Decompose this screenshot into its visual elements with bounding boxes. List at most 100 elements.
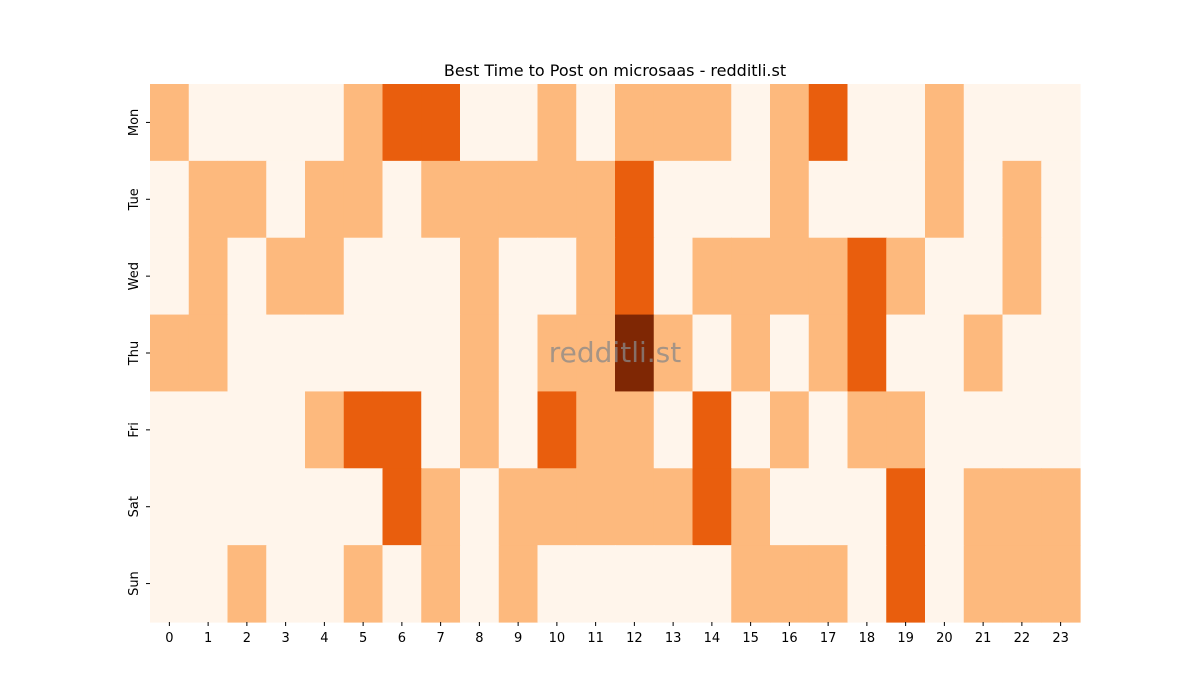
heatmap-cell-fri-18 bbox=[847, 391, 887, 469]
x-tick-label: 19 bbox=[897, 631, 914, 646]
heatmap-cell-wed-4 bbox=[305, 237, 345, 316]
heatmap-cell-sat-13 bbox=[653, 468, 694, 546]
x-tick-label: 3 bbox=[281, 631, 289, 646]
heatmap-cell-fri-10 bbox=[537, 391, 577, 469]
heatmap-cell-tue-11 bbox=[576, 160, 616, 239]
heatmap-cell-tue-9 bbox=[498, 160, 539, 239]
heatmap-cell-wed-7 bbox=[421, 237, 461, 316]
heatmap-cell-sun-8 bbox=[460, 545, 500, 623]
heatmap-cell-thu-9 bbox=[498, 314, 539, 393]
heatmap-cell-thu-1 bbox=[188, 314, 229, 393]
heatmap-cell-tue-6 bbox=[382, 160, 422, 239]
heatmap-cell-sat-12 bbox=[615, 468, 655, 546]
heatmap-cell-mon-7 bbox=[421, 84, 461, 162]
heatmap-cell-tue-8 bbox=[460, 160, 500, 239]
heatmap-cell-fri-7 bbox=[421, 391, 461, 469]
heatmap-cell-sun-23 bbox=[1041, 545, 1081, 623]
x-tick-label: 11 bbox=[587, 631, 604, 646]
heatmap-cell-fri-1 bbox=[188, 391, 229, 469]
heatmap-cell-wed-23 bbox=[1041, 237, 1081, 316]
heatmap-cell-tue-14 bbox=[692, 160, 732, 239]
heatmap-cell-sun-14 bbox=[692, 545, 732, 623]
heatmap-cell-fri-5 bbox=[343, 391, 384, 469]
heatmap-cell-wed-2 bbox=[227, 237, 267, 316]
heatmap-cell-sat-15 bbox=[731, 468, 771, 546]
heatmap-cell-mon-8 bbox=[460, 84, 500, 162]
heatmap-cell-sat-8 bbox=[460, 468, 500, 546]
heatmap-cell-sat-4 bbox=[305, 468, 345, 546]
heatmap-cell-fri-20 bbox=[925, 391, 965, 469]
heatmap-cell-sun-17 bbox=[808, 545, 849, 623]
heatmap-cell-sat-21 bbox=[963, 468, 1004, 546]
heatmap-cell-thu-7 bbox=[421, 314, 461, 393]
heatmap-cell-sat-1 bbox=[188, 468, 229, 546]
heatmap-cell-thu-19 bbox=[886, 314, 926, 393]
x-tick-label: 14 bbox=[704, 631, 721, 646]
heatmap-cell-fri-22 bbox=[1002, 391, 1042, 469]
heatmap-cell-thu-8 bbox=[460, 314, 500, 393]
x-tick-label: 15 bbox=[742, 631, 759, 646]
heatmap-cell-thu-5 bbox=[343, 314, 384, 393]
heatmap-cell-sun-20 bbox=[925, 545, 965, 623]
heatmap-cell-fri-19 bbox=[886, 391, 926, 469]
y-tick-label: Tue bbox=[127, 188, 142, 211]
heatmap-cell-wed-15 bbox=[731, 237, 771, 316]
heatmap-cell-sun-13 bbox=[653, 545, 694, 623]
heatmap-cell-sat-20 bbox=[925, 468, 965, 546]
x-tick-label: 12 bbox=[626, 631, 643, 646]
chart-title: Best Time to Post on microsaas - redditl… bbox=[444, 61, 786, 80]
heatmap-cell-thu-16 bbox=[770, 314, 810, 393]
heatmap-cell-sat-19 bbox=[886, 468, 926, 546]
heatmap-cell-tue-17 bbox=[808, 160, 849, 239]
x-tick-label: 1 bbox=[204, 631, 212, 646]
y-axis: Mon Tue Wed Thu Fri Sat Sun bbox=[127, 109, 150, 596]
heatmap-cell-sat-10 bbox=[537, 468, 577, 546]
heatmap-cell-fri-8 bbox=[460, 391, 500, 469]
heatmap-cell-tue-16 bbox=[770, 160, 810, 239]
y-tick-label: Sat bbox=[127, 496, 142, 517]
heatmap-cell-sun-15 bbox=[731, 545, 771, 623]
heatmap-cell-mon-21 bbox=[963, 84, 1004, 162]
heatmap-cell-tue-15 bbox=[731, 160, 771, 239]
heatmap-cell-mon-3 bbox=[266, 84, 306, 162]
heatmap-cell-sat-23 bbox=[1041, 468, 1081, 546]
heatmap-cell-fri-0 bbox=[150, 391, 190, 469]
heatmap-cell-sat-5 bbox=[343, 468, 384, 546]
x-tick-label: 2 bbox=[243, 631, 251, 646]
heatmap-cell-tue-13 bbox=[653, 160, 694, 239]
heatmap-cell-thu-23 bbox=[1041, 314, 1081, 393]
heatmap-cell-tue-21 bbox=[963, 160, 1004, 239]
heatmap-cell-fri-23 bbox=[1041, 391, 1081, 469]
heatmap-cell-mon-6 bbox=[382, 84, 422, 162]
heatmap-cell-sun-3 bbox=[266, 545, 306, 623]
heatmap-cell-wed-9 bbox=[498, 237, 539, 316]
heatmap-cell-sun-4 bbox=[305, 545, 345, 623]
heatmap-cell-sat-18 bbox=[847, 468, 887, 546]
heatmap-cell-sat-0 bbox=[150, 468, 190, 546]
heatmap-cell-fri-2 bbox=[227, 391, 267, 469]
x-tick-label: 17 bbox=[820, 631, 837, 646]
heatmap-cell-mon-5 bbox=[343, 84, 384, 162]
heatmap-cell-fri-15 bbox=[731, 391, 771, 469]
x-tick-label: 9 bbox=[514, 631, 522, 646]
heatmap-cell-sat-16 bbox=[770, 468, 810, 546]
heatmap-cell-thu-22 bbox=[1002, 314, 1042, 393]
heatmap-cell-tue-4 bbox=[305, 160, 345, 239]
heatmap-cell-wed-16 bbox=[770, 237, 810, 316]
heatmap-cell-thu-2 bbox=[227, 314, 267, 393]
heatmap-cell-wed-19 bbox=[886, 237, 926, 316]
heatmap-cell-wed-20 bbox=[925, 237, 965, 316]
heatmap-cell-sat-3 bbox=[266, 468, 306, 546]
x-tick-label: 6 bbox=[398, 631, 406, 646]
heatmap-cell-thu-11 bbox=[576, 314, 616, 393]
heatmap-cell-tue-0 bbox=[150, 160, 190, 239]
heatmap-cell-fri-3 bbox=[266, 391, 306, 469]
heatmap-cell-wed-10 bbox=[537, 237, 577, 316]
heatmap-cell-sat-11 bbox=[576, 468, 616, 546]
x-tick-label: 18 bbox=[859, 631, 876, 646]
heatmap-cell-wed-3 bbox=[266, 237, 306, 316]
heatmap-cell-mon-22 bbox=[1002, 84, 1042, 162]
heatmap-cell-fri-6 bbox=[382, 391, 422, 469]
x-axis: 0 1 2 3 4 5 6 7 8 9 10 11 12 13 14 15 16 17 18 19 20 21 22 23 bbox=[165, 622, 1069, 646]
